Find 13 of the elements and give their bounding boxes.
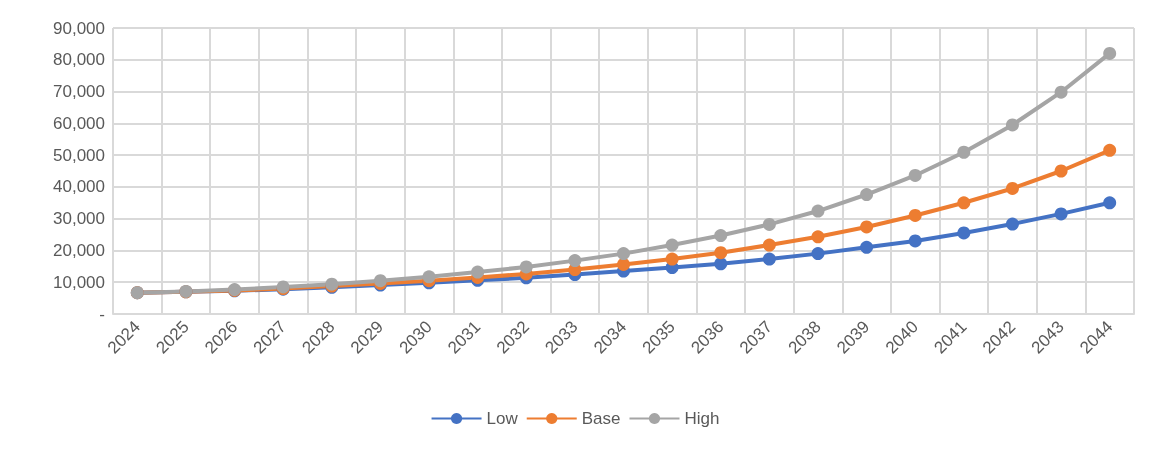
y-tick-label: 60,000 [53,113,105,133]
legend-label: Low [486,409,519,428]
y-tick-label: 70,000 [53,82,105,102]
y-tick-label: 10,000 [53,272,105,292]
legend-label: High [684,409,720,428]
y-tick-label: 90,000 [53,18,105,38]
y-tick-label: 20,000 [53,240,105,260]
y-tick-label: 40,000 [53,177,105,197]
y-tick-label: 50,000 [53,145,105,165]
y-tick-label: 80,000 [53,50,105,70]
y-tick-label: 30,000 [53,209,105,229]
y-tick-label: - [99,304,105,324]
legend-label: Base [581,409,621,428]
